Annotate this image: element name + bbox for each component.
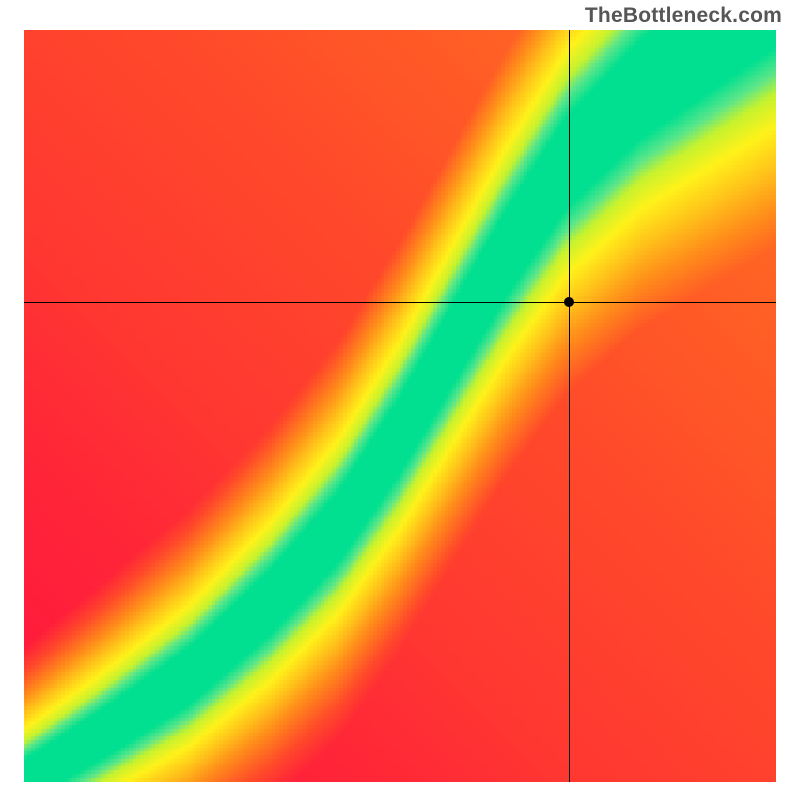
attribution-label: TheBottleneck.com [585,4,782,28]
heatmap-canvas [24,30,776,782]
heatmap-plot [24,30,776,782]
chart-container: TheBottleneck.com [0,0,800,800]
